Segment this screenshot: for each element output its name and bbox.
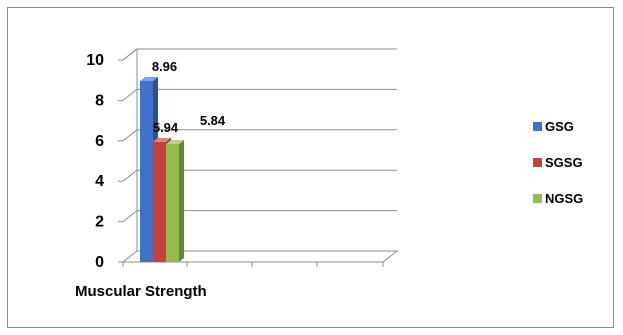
x-category-label: Muscular Strength bbox=[75, 283, 207, 300]
y-tick-label-4: 4 bbox=[95, 173, 104, 190]
y-axis-tick-labels: 0 2 4 6 8 10 bbox=[86, 52, 104, 271]
legend: GSG SGSG NGSG bbox=[533, 119, 583, 206]
y-tick-label-10: 10 bbox=[86, 52, 104, 69]
data-label-sgsg: 5.94 bbox=[153, 120, 179, 135]
y-tick-label-6: 6 bbox=[95, 133, 104, 150]
bar-front-sgsg bbox=[153, 142, 166, 262]
gridline-3 bbox=[122, 129, 397, 142]
y-tick-label-0: 0 bbox=[95, 254, 104, 271]
bar-side-ngsg bbox=[179, 140, 184, 262]
gridlines bbox=[118, 48, 397, 267]
data-labels: 8.96 5.94 5.84 bbox=[152, 59, 226, 135]
bars bbox=[140, 77, 184, 263]
bar-top-ngsg bbox=[166, 140, 184, 145]
gridline-2 bbox=[122, 169, 397, 182]
legend-swatch-sgsg bbox=[533, 158, 542, 167]
bar-front-gsg bbox=[140, 81, 153, 263]
y-tick-label-8: 8 bbox=[95, 92, 104, 109]
gridline-1 bbox=[122, 210, 397, 222]
legend-label-gsg: GSG bbox=[545, 119, 574, 134]
gridline-5 bbox=[122, 48, 397, 61]
legend-swatch-ngsg bbox=[533, 194, 542, 203]
legend-label-sgsg: SGSG bbox=[545, 155, 583, 170]
bar-top-gsg bbox=[140, 77, 158, 82]
data-label-gsg: 8.96 bbox=[152, 59, 177, 74]
gridline-4 bbox=[122, 88, 397, 101]
floor bbox=[123, 250, 399, 263]
x-axis-categories: Muscular Strength bbox=[75, 283, 207, 300]
chart-border bbox=[7, 7, 614, 328]
legend-label-ngsg: NGSG bbox=[545, 191, 583, 206]
bar-top-sgsg bbox=[153, 138, 171, 143]
data-label-ngsg: 5.84 bbox=[200, 113, 226, 128]
bar-front-ngsg bbox=[166, 144, 179, 262]
bar-ngsg bbox=[166, 140, 184, 262]
legend-swatch-gsg bbox=[533, 122, 542, 131]
y-tick-label-2: 2 bbox=[95, 214, 104, 231]
